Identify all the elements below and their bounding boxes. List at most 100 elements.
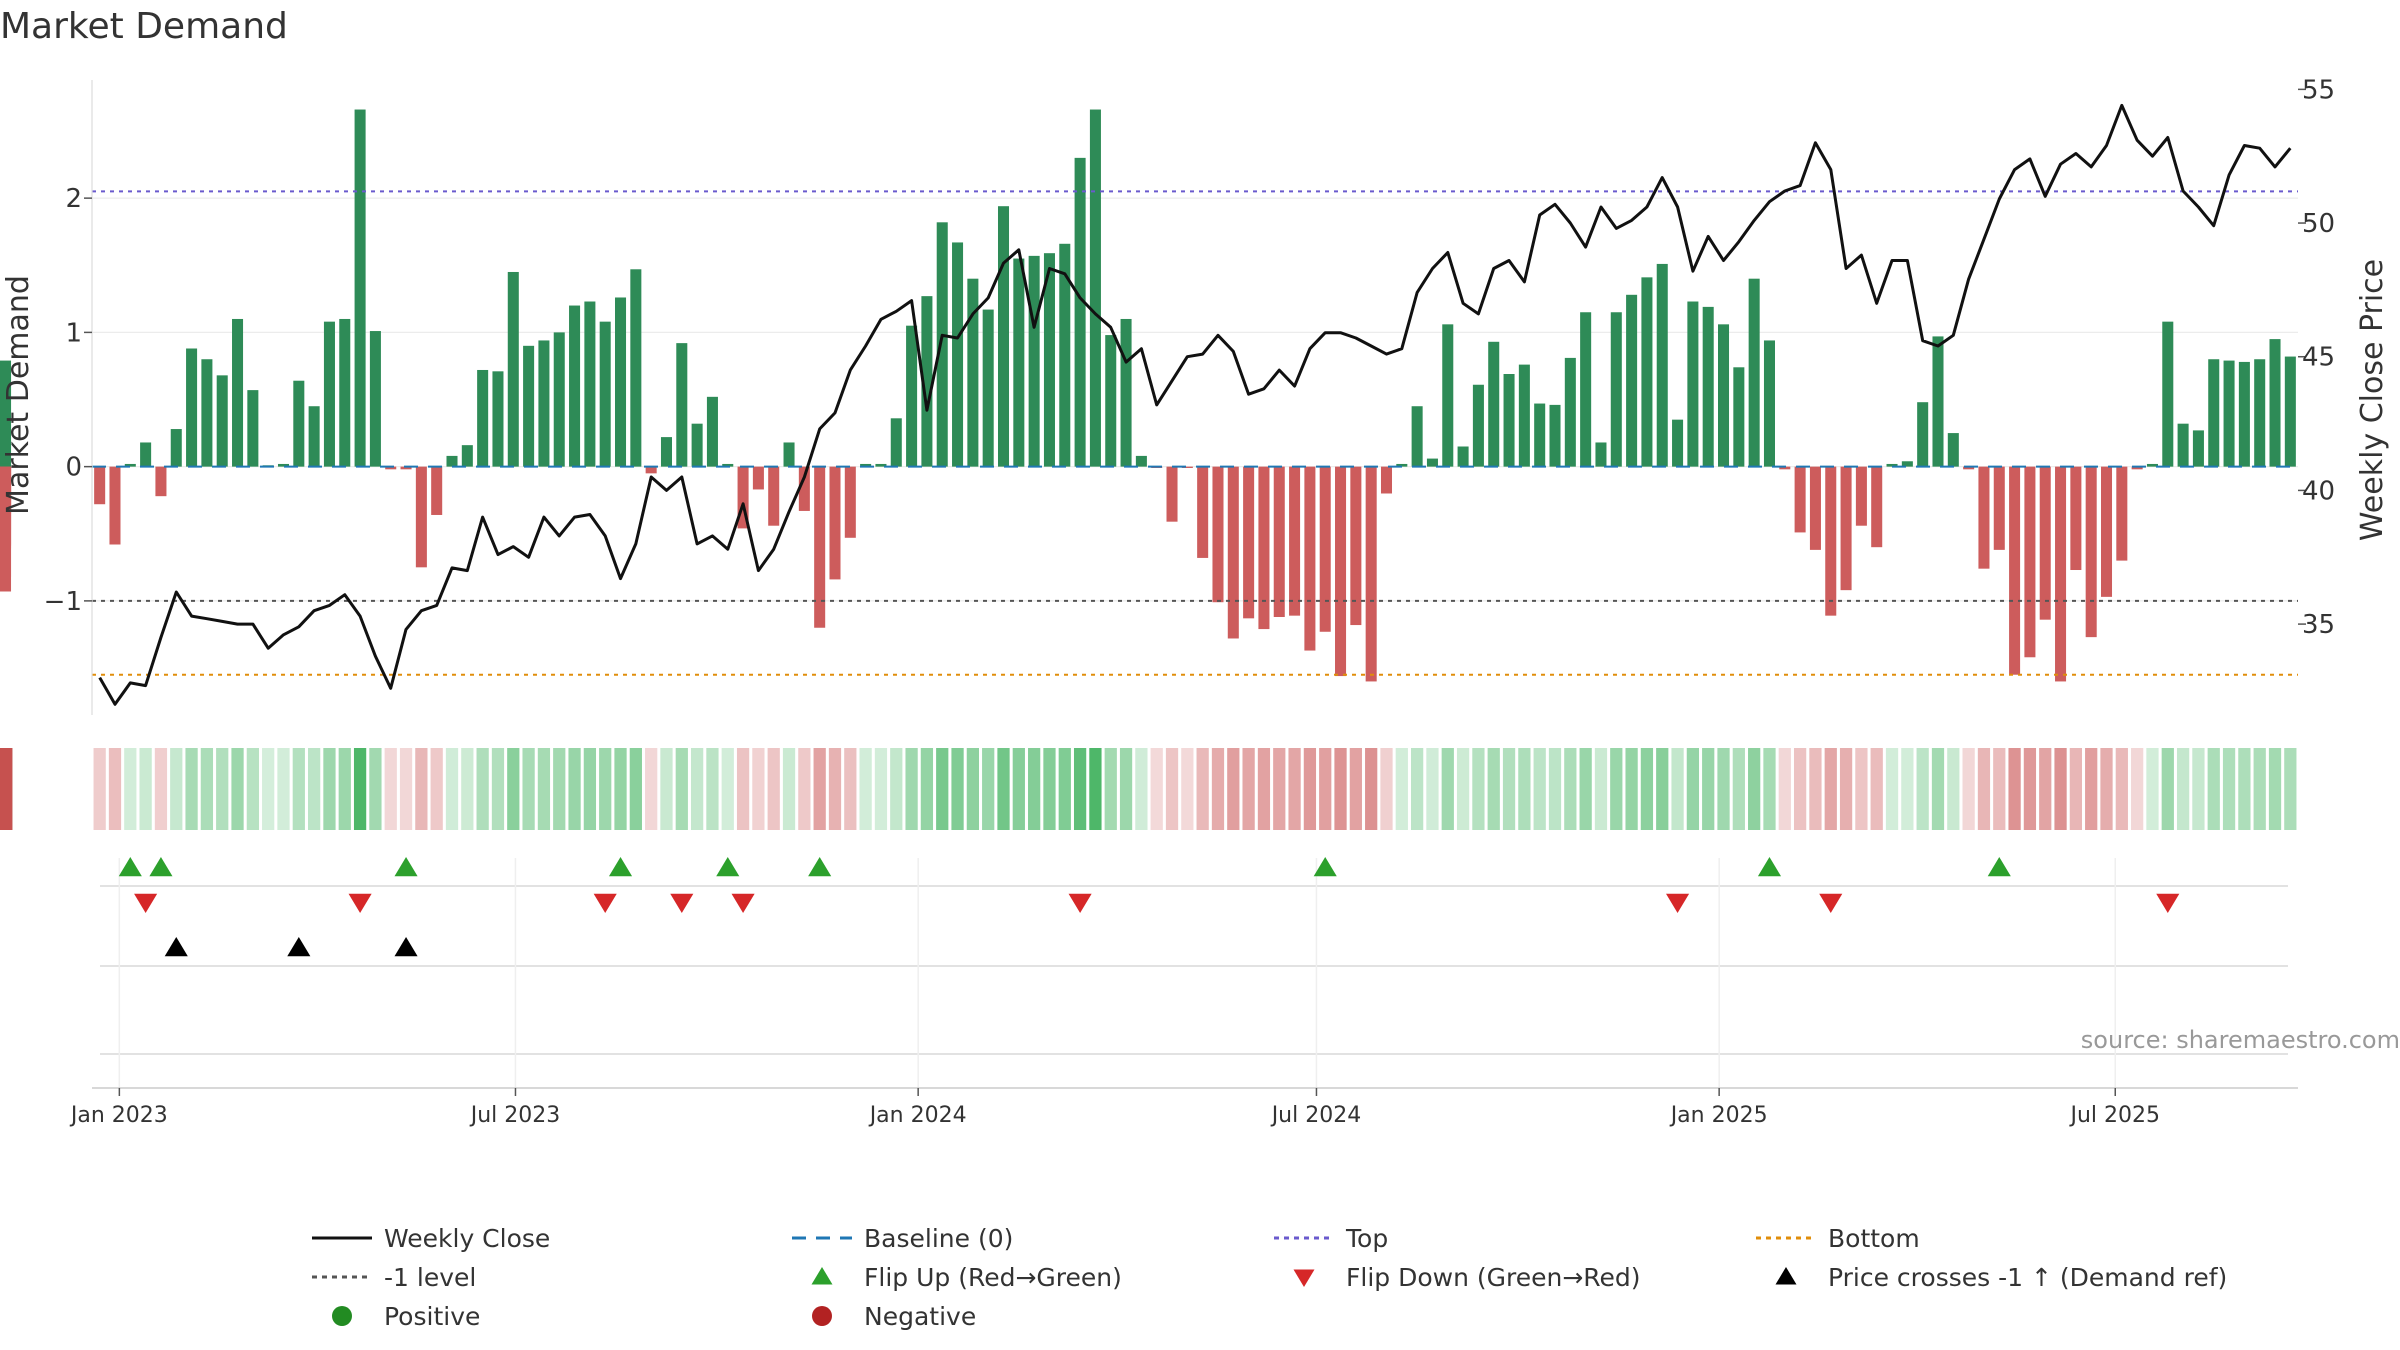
demand-bar (875, 463, 887, 467)
demand-bar (1074, 157, 1086, 467)
heat-cell (1073, 748, 1087, 830)
heat-cell (1365, 748, 1378, 830)
heat-cell (1548, 748, 1562, 830)
heat-cell (537, 748, 551, 830)
demand-bar (308, 406, 320, 467)
demand-bar (201, 359, 213, 467)
heat-cell (1181, 748, 1194, 830)
demand-bar (921, 296, 933, 467)
heat-cell (1686, 748, 1700, 830)
demand-bar (1855, 466, 1867, 526)
heat-cell (1748, 748, 1761, 830)
heat-cell (752, 748, 765, 830)
flip-up-marker (608, 857, 633, 877)
heat-cell (170, 748, 183, 830)
heat-cell (262, 748, 275, 830)
demand-bar (124, 463, 136, 467)
heat-cell (982, 748, 995, 830)
demand-bar (814, 466, 826, 628)
heat-cell (2268, 748, 2282, 830)
demand-bar (936, 222, 948, 467)
heat-cell (767, 748, 780, 830)
demand-bar (1013, 258, 1025, 467)
demand-bar (1993, 466, 2005, 550)
heat-cell (1977, 748, 1991, 830)
demand-bar (369, 331, 381, 467)
heat-cell (384, 748, 397, 830)
demand-bar (0, 466, 12, 545)
demand-bar (768, 466, 780, 526)
heat-cell (1885, 748, 1899, 830)
legend: Weekly Close Baseline (0) Top Bottom -1 leve… (312, 1224, 2227, 1331)
demand-bar (1166, 466, 1178, 522)
demand-bar (216, 375, 228, 467)
demand-bar (860, 463, 872, 467)
demand-bar (1748, 278, 1760, 467)
left-tick-label: 0 (65, 453, 82, 483)
heat-cell (1901, 748, 1914, 830)
heat-cell (1640, 748, 1654, 830)
flip-down-marker (2156, 893, 2180, 913)
demand-bar (1059, 243, 1071, 467)
demand-bar (339, 318, 351, 467)
heat-cell (1288, 748, 1301, 830)
heat-cell (890, 748, 903, 830)
demand-bar (844, 466, 856, 538)
left-axis-label: Market Demand (1, 275, 36, 515)
heat-cell (660, 748, 673, 830)
demand-bar (1227, 466, 1239, 639)
heat-cell (614, 748, 627, 830)
demand-bar (1656, 263, 1668, 467)
heat-cell (216, 748, 229, 830)
heat-cell (1135, 748, 1148, 830)
heat-cell (813, 748, 826, 830)
heat-cell (782, 748, 796, 830)
heat-cell (920, 748, 934, 830)
demand-bar (967, 278, 979, 467)
demand-bar (247, 390, 259, 467)
heat-cell (874, 748, 888, 830)
demand-bar (354, 109, 366, 467)
demand-bar (1028, 255, 1040, 467)
demand-bar (140, 442, 152, 467)
heat-cell (1610, 748, 1623, 830)
heat-cell (905, 748, 918, 830)
demand-bar (645, 466, 657, 474)
heat-cell (553, 748, 566, 830)
heat-cell (1931, 748, 1945, 830)
legend-swatch-tri-up (1775, 1267, 1797, 1285)
heat-cell (1303, 748, 1317, 830)
demand-bar (1304, 466, 1316, 651)
heat-cell (2146, 748, 2159, 830)
demand-bar (1549, 404, 1561, 467)
legend-swatch-dot (332, 1306, 352, 1326)
right-tick-label: 55 (2302, 75, 2335, 105)
legend-label: Negative (864, 1302, 976, 1331)
legend-swatch-tri-up (811, 1267, 833, 1285)
flip-down-marker (134, 893, 158, 913)
demand-bar (1089, 109, 1101, 467)
heat-cell (1349, 748, 1362, 830)
demand-bar (906, 325, 918, 467)
heat-cell (844, 748, 857, 830)
heat-cell (2069, 748, 2082, 830)
demand-bar (952, 242, 964, 467)
heat-cell (2115, 748, 2128, 830)
flip-down-marker (593, 893, 617, 913)
heat-cell (966, 748, 979, 830)
heat-cell (1089, 748, 1102, 830)
demand-bar (615, 297, 627, 467)
heat-cell (1870, 748, 1883, 830)
demand-bar (1978, 466, 1990, 569)
heat-cell (415, 748, 428, 830)
heat-cell (936, 748, 949, 830)
right-tick-label: 50 (2302, 209, 2335, 239)
price-cross-marker (394, 937, 418, 957)
heat-cell (1656, 748, 1669, 830)
heat-cell (1579, 748, 1592, 830)
price-cross-marker (287, 937, 311, 957)
demand-heat-strip (0, 748, 2297, 830)
heat-cell (1594, 748, 1608, 830)
demand-bar (431, 466, 443, 515)
demand-bar (1197, 466, 1209, 558)
